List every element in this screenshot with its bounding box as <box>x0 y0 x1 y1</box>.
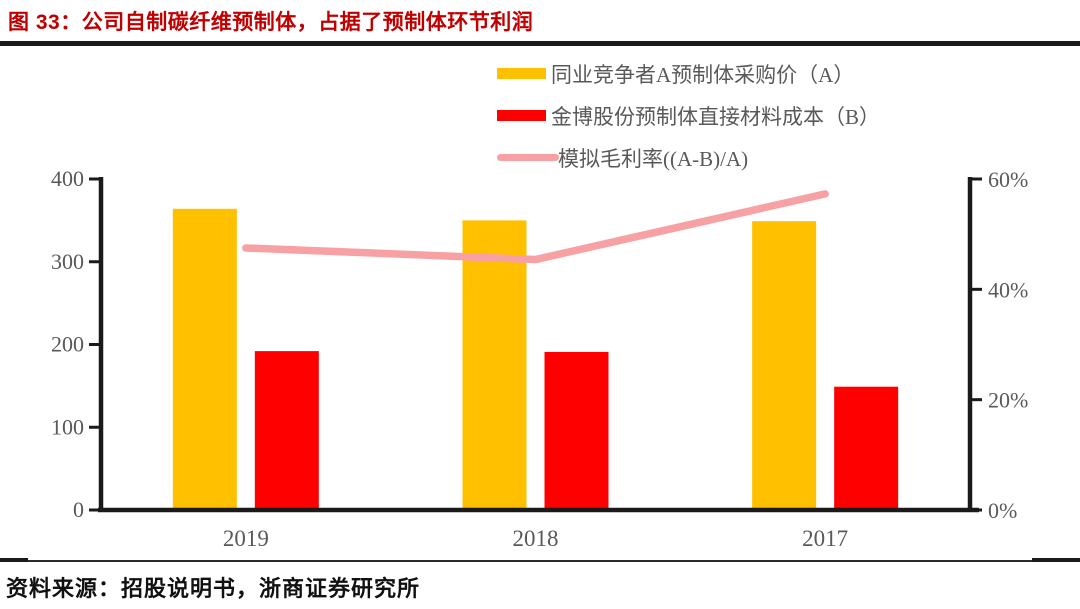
legend-swatch-red-bar <box>497 110 546 121</box>
chart-title: 图 33：公司自制碳纤维预制体，占据了预制体环节利润 <box>8 11 534 34</box>
bar-gold-2019 <box>172 208 237 511</box>
left-axis-tick-label: 300 <box>51 249 84 274</box>
legend-item-purchase-price: 同业竞争者A预制体采购价（A） <box>497 60 880 87</box>
x-axis-category-label: 2017 <box>802 526 848 551</box>
footer-divider-dash-left <box>0 558 28 562</box>
gross-margin-line <box>242 190 829 264</box>
bar-gold-2017 <box>752 221 817 510</box>
footer-divider-dash-right <box>1032 558 1080 562</box>
bar-gold-2018 <box>462 220 527 510</box>
legend: 同业竞争者A预制体采购价（A） 金博股份预制体直接材料成本（B） 模拟毛利率((… <box>497 60 880 171</box>
right-axis-tick-label: 40% <box>988 277 1028 302</box>
legend-item-material-cost: 金博股份预制体直接材料成本（B） <box>497 102 880 129</box>
legend-swatch-pink-line <box>497 154 559 161</box>
footer-divider <box>0 560 1080 562</box>
legend-item-gross-margin: 模拟毛利率((A-B)/A) <box>497 144 880 171</box>
left-axis-tick-label: 100 <box>51 414 84 439</box>
left-axis-tick-label: 0 <box>73 497 84 522</box>
source-note: 资料来源：招股说明书，浙商证券研究所 <box>6 576 421 601</box>
bar-red-2019 <box>254 351 319 510</box>
left-axis-tick-label: 400 <box>51 166 84 191</box>
x-axis-category-label: 2018 <box>513 526 559 551</box>
title-divider <box>0 41 1080 46</box>
legend-label: 模拟毛利率((A-B)/A) <box>558 146 749 171</box>
legend-label: 同业竞争者A预制体采购价（A） <box>551 62 855 87</box>
legend-label: 金博股份预制体直接材料成本（B） <box>551 104 881 129</box>
bar-red-2017 <box>834 386 899 510</box>
bar-red-2018 <box>544 351 609 510</box>
legend-swatch-gold-bar <box>497 68 546 79</box>
right-axis-tick-label: 20% <box>988 388 1028 413</box>
right-axis-tick-label: 60% <box>988 167 1028 192</box>
left-axis-tick-label: 200 <box>51 332 84 357</box>
right-axis-tick-label: 0% <box>988 498 1017 523</box>
x-axis-category-label: 2019 <box>223 526 269 551</box>
